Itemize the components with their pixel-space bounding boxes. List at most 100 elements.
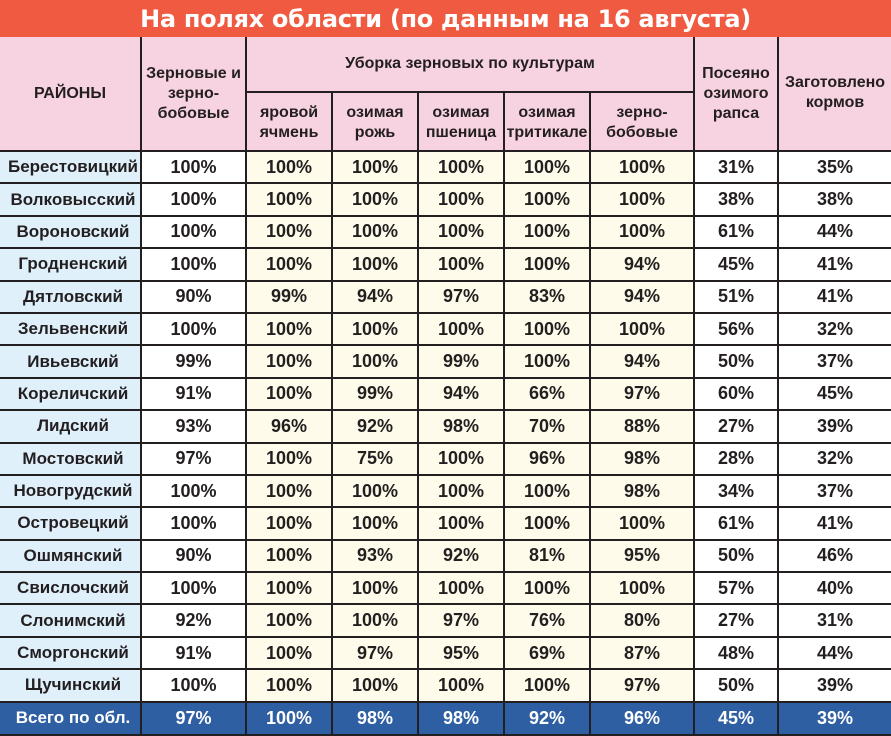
header-grain-total: Зерновые и зерно- бобовые bbox=[140, 37, 247, 152]
winter-triticale-value: 83% bbox=[503, 279, 591, 314]
table-row: Островецкий 100% 100% 100% 100% 100% 100… bbox=[0, 506, 891, 541]
winter-triticale-value: 70% bbox=[503, 409, 591, 444]
legumes-value: 98% bbox=[589, 441, 695, 476]
winter-triticale-value: 100% bbox=[503, 506, 591, 541]
winter-rapeseed-value: 51% bbox=[693, 279, 779, 314]
district-name: Ошмянский bbox=[0, 538, 142, 574]
legumes-value: 100% bbox=[589, 182, 695, 217]
winter-wheat-value: 100% bbox=[417, 214, 505, 250]
fodder-value: 31% bbox=[777, 603, 891, 638]
table-row: Ивьевский 99% 100% 100% 99% 100% 94% 50%… bbox=[0, 344, 891, 379]
grain-total-value: 97% bbox=[140, 441, 247, 476]
table-row: Дятловский 90% 99% 94% 97% 83% 94% 51% 4… bbox=[0, 279, 891, 314]
winter-rye-value: 100% bbox=[331, 473, 419, 509]
grain-total-value: 100% bbox=[140, 182, 247, 217]
winter-triticale-value: 100% bbox=[503, 668, 591, 703]
winter-rye-value: 100% bbox=[331, 344, 419, 379]
grain-total-value: 90% bbox=[140, 279, 247, 314]
district-name: Островецкий bbox=[0, 506, 142, 541]
district-name: Новогрудский bbox=[0, 473, 142, 509]
winter-triticale-value: 76% bbox=[503, 603, 591, 638]
grain-total-value: 100% bbox=[140, 247, 247, 282]
legumes-value: 100% bbox=[589, 311, 695, 347]
winter-rye-value: 100% bbox=[331, 603, 419, 638]
fodder-value: 41% bbox=[777, 506, 891, 541]
spring-barley-value: 100% bbox=[245, 635, 333, 671]
district-name: Сморгонский bbox=[0, 635, 142, 671]
winter-triticale-value: 100% bbox=[503, 214, 591, 250]
winter-rapeseed-value: 61% bbox=[693, 506, 779, 541]
winter-wheat-value: 98% bbox=[417, 700, 505, 736]
table-row: Щучинский 100% 100% 100% 100% 100% 97% 5… bbox=[0, 668, 891, 703]
header-spring-barley: яровой ячмень bbox=[246, 91, 333, 152]
spring-barley-value: 100% bbox=[245, 149, 333, 185]
legumes-value: 97% bbox=[589, 376, 695, 412]
fodder-value: 39% bbox=[777, 700, 891, 736]
spring-barley-value: 100% bbox=[245, 473, 333, 509]
district-name: Берестовицкий bbox=[0, 149, 142, 185]
legumes-value: 95% bbox=[589, 538, 695, 574]
winter-triticale-value: 100% bbox=[503, 311, 591, 347]
winter-rye-value: 100% bbox=[331, 668, 419, 703]
grain-total-value: 93% bbox=[140, 409, 247, 444]
grain-total-value: 100% bbox=[140, 571, 247, 606]
grain-total-value: 99% bbox=[140, 344, 247, 379]
fodder-value: 38% bbox=[777, 182, 891, 217]
winter-wheat-value: 100% bbox=[417, 668, 505, 703]
winter-wheat-value: 100% bbox=[417, 182, 505, 217]
winter-rapeseed-value: 60% bbox=[693, 376, 779, 412]
winter-wheat-value: 92% bbox=[417, 538, 505, 574]
winter-rye-value: 75% bbox=[331, 441, 419, 476]
grain-total-value: 100% bbox=[140, 473, 247, 509]
grain-total-value: 100% bbox=[140, 311, 247, 347]
legumes-value: 98% bbox=[589, 473, 695, 509]
winter-rapeseed-value: 38% bbox=[693, 182, 779, 217]
winter-rye-value: 100% bbox=[331, 571, 419, 606]
spring-barley-value: 99% bbox=[245, 279, 333, 314]
winter-wheat-value: 100% bbox=[417, 473, 505, 509]
table-row: Волковысский 100% 100% 100% 100% 100% 10… bbox=[0, 182, 891, 217]
winter-triticale-value: 100% bbox=[503, 182, 591, 217]
fodder-value: 37% bbox=[777, 473, 891, 509]
district-name: Дятловский bbox=[0, 279, 142, 314]
legumes-value: 96% bbox=[589, 700, 695, 736]
winter-wheat-value: 100% bbox=[417, 571, 505, 606]
winter-rye-value: 100% bbox=[331, 182, 419, 217]
winter-rye-value: 93% bbox=[331, 538, 419, 574]
fodder-value: 44% bbox=[777, 214, 891, 250]
winter-rapeseed-value: 57% bbox=[693, 571, 779, 606]
spring-barley-value: 100% bbox=[245, 214, 333, 250]
winter-rye-value: 99% bbox=[331, 376, 419, 412]
legumes-value: 94% bbox=[589, 279, 695, 314]
fodder-value: 46% bbox=[777, 538, 891, 574]
fodder-value: 39% bbox=[777, 668, 891, 703]
winter-rye-value: 100% bbox=[331, 149, 419, 185]
winter-triticale-value: 81% bbox=[503, 538, 591, 574]
winter-triticale-value: 69% bbox=[503, 635, 591, 671]
winter-triticale-value: 100% bbox=[503, 473, 591, 509]
grain-total-value: 100% bbox=[140, 149, 247, 185]
fodder-value: 35% bbox=[777, 149, 891, 185]
fodder-value: 40% bbox=[777, 571, 891, 606]
legumes-value: 94% bbox=[589, 247, 695, 282]
district-name: Зельвенский bbox=[0, 311, 142, 347]
winter-wheat-value: 94% bbox=[417, 376, 505, 412]
grain-total-value: 90% bbox=[140, 538, 247, 574]
legumes-value: 100% bbox=[589, 571, 695, 606]
district-name: Свислочский bbox=[0, 571, 142, 606]
fodder-value: 41% bbox=[777, 279, 891, 314]
table-row: Вороновский 100% 100% 100% 100% 100% 100… bbox=[0, 214, 891, 250]
grain-total-value: 97% bbox=[140, 700, 247, 736]
winter-rye-value: 100% bbox=[331, 311, 419, 347]
winter-rapeseed-value: 34% bbox=[693, 473, 779, 509]
legumes-value: 80% bbox=[589, 603, 695, 638]
legumes-value: 100% bbox=[589, 214, 695, 250]
winter-rapeseed-value: 48% bbox=[693, 635, 779, 671]
winter-wheat-value: 98% bbox=[417, 409, 505, 444]
district-name: Всего по обл. bbox=[0, 700, 142, 736]
page-title: На полях области (по данным на 16 август… bbox=[0, 0, 891, 37]
spring-barley-value: 100% bbox=[245, 506, 333, 541]
district-name: Вороновский bbox=[0, 214, 142, 250]
fodder-value: 41% bbox=[777, 247, 891, 282]
spring-barley-value: 100% bbox=[245, 247, 333, 282]
